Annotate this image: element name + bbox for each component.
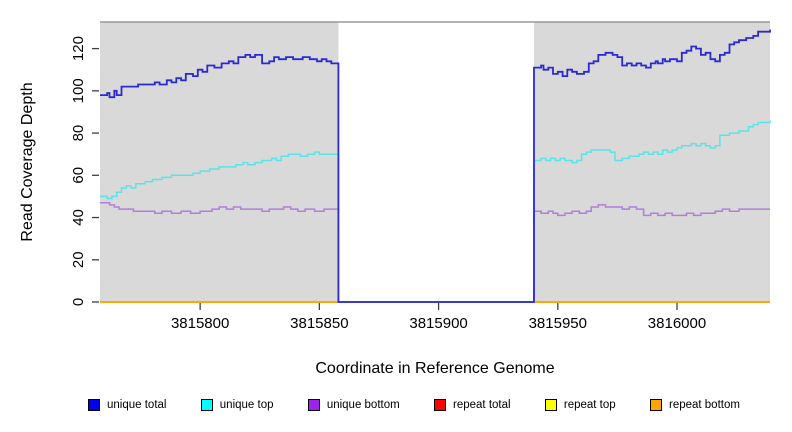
legend-swatch-icon [544,399,557,411]
y-tick-label: 80 [70,125,87,142]
y-axis-title: Read Coverage Depth [19,82,36,242]
x-tick-label: 3815850 [290,315,348,332]
series-unique-total-line [100,29,771,303]
plot-panel-left [100,22,339,302]
legend-item-unique-top: unique top [200,399,274,411]
x-tick-label: 3815950 [529,315,587,332]
legend-label: unique top [219,399,274,411]
legend-item-unique-bottom: unique bottom [307,399,400,411]
legend-item-repeat-bottom: repeat bottom [649,399,740,411]
legend-swatch-icon [649,399,662,411]
legend-item-repeat-total: repeat total [434,399,511,411]
y-tick-label: 100 [70,78,87,103]
legend-swatch-icon [434,399,447,411]
y-tick-label: 40 [70,209,87,226]
legend: unique total unique top unique bottom repea… [88,399,740,411]
legend-label: repeat top [563,399,616,411]
legend-label: repeat bottom [668,399,740,411]
x-tick-label: 3815900 [409,315,467,332]
y-tick-label: 0 [70,298,87,306]
legend-swatch-icon [88,399,100,411]
legend-label: unique total [107,399,167,411]
legend-swatch-icon [307,399,320,411]
legend-item-unique-total: unique total [88,399,166,411]
y-tick-label: 120 [70,36,87,61]
y-tick-label: 20 [70,251,87,268]
legend-label: unique bottom [326,399,400,411]
x-tick-label: 3815800 [171,315,229,332]
series-unique-bottom-line [100,202,770,303]
y-tick-label: 60 [70,167,87,184]
series-unique-top-line [100,120,771,303]
x-tick-label: 3816000 [648,315,706,332]
legend-swatch-icon [200,399,213,411]
legend-label: repeat total [453,399,511,411]
legend-item-repeat-top: repeat top [544,399,616,411]
x-axis-title: Coordinate in Reference Genome [315,360,555,377]
